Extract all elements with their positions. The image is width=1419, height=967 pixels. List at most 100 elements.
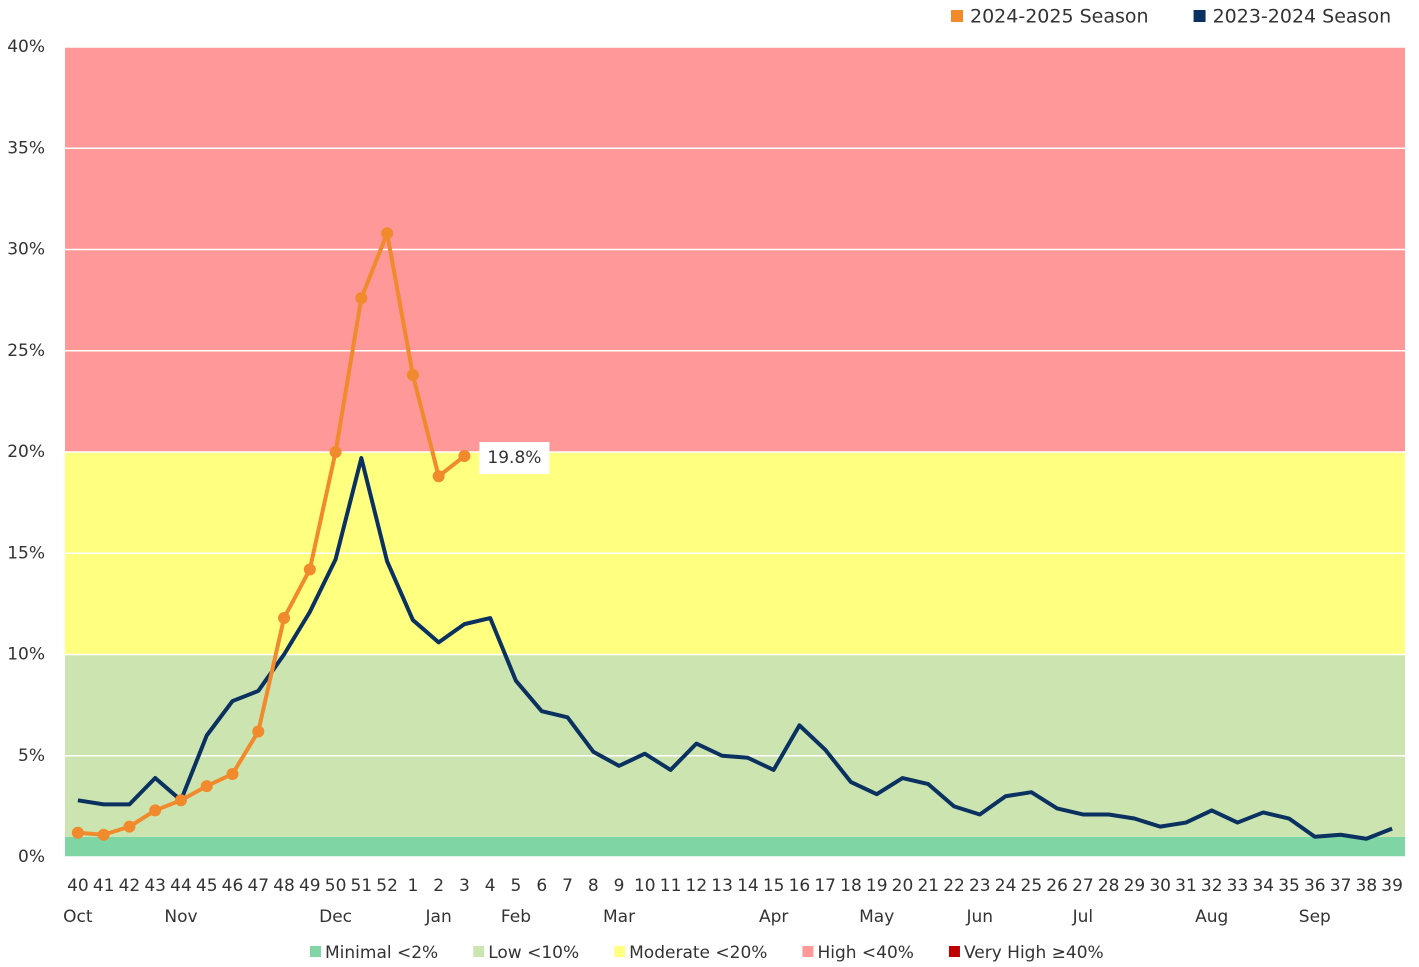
series-marker [200, 780, 213, 793]
series-marker [252, 725, 265, 738]
x-tick-label: 12 [686, 876, 708, 896]
series-marker [123, 820, 136, 833]
x-tick-label: 21 [917, 876, 939, 896]
zone-legend-swatch [614, 946, 626, 957]
series-marker [458, 450, 471, 463]
y-tick-label: 30% [7, 240, 45, 260]
x-tick-label: 5 [511, 876, 522, 896]
legend-swatch [1193, 10, 1206, 22]
y-tick-label: 10% [7, 645, 45, 665]
x-tick-label: 13 [711, 876, 733, 896]
value-label-bg [479, 442, 550, 475]
x-tick-label: 22 [943, 876, 965, 896]
series-marker [406, 369, 419, 382]
zone-legend-swatch [802, 946, 814, 957]
month-label: Aug [1195, 907, 1228, 927]
zone-legend-text: Very High ≥40% [964, 943, 1104, 963]
x-tick-label: 44 [170, 876, 192, 896]
x-tick-label: 42 [119, 876, 141, 896]
series-marker [432, 470, 445, 483]
month-label: Apr [759, 907, 788, 927]
x-tick-label: 7 [562, 876, 573, 896]
x-tick-label: 46 [222, 876, 244, 896]
x-tick-label: 48 [273, 876, 295, 896]
series-marker [329, 446, 342, 458]
x-tick-label: 24 [995, 876, 1017, 896]
zone-legend-text: High <40% [817, 943, 914, 963]
x-tick-label: 16 [789, 876, 811, 896]
legend-swatch [951, 10, 963, 22]
month-label: Sep [1299, 907, 1331, 927]
x-tick-label: 47 [247, 876, 269, 896]
zone-legend-swatch [473, 946, 485, 957]
month-label: Dec [319, 907, 352, 927]
y-tick-label: 5% [18, 746, 45, 766]
x-tick-label: 1 [407, 876, 418, 896]
x-tick-label: 50 [325, 876, 347, 896]
zone-band [65, 836, 1405, 857]
x-tick-label: 15 [763, 876, 785, 896]
zone-legend-text: Low <10% [488, 943, 579, 963]
x-tick-label: 23 [969, 876, 991, 896]
x-tick-label: 40 [67, 876, 89, 896]
y-tick-label: 20% [7, 442, 45, 462]
y-tick-label: 15% [7, 543, 45, 563]
month-label: May [859, 907, 894, 927]
x-tick-label: 29 [1124, 876, 1146, 896]
x-tick-label: 51 [351, 876, 373, 896]
legend-text: 2024-2025 Season [970, 6, 1149, 28]
x-tick-label: 18 [840, 876, 862, 896]
series-marker [226, 767, 239, 780]
x-tick-label: 36 [1304, 876, 1326, 896]
x-tick-label: 20 [892, 876, 914, 896]
zone-legend-text: Minimal <2% [325, 943, 438, 963]
x-tick-label: 14 [737, 876, 759, 896]
zone-legend-text: Moderate <20% [629, 943, 767, 963]
zone-legend-swatch [310, 946, 321, 957]
month-label: Oct [63, 907, 93, 927]
y-tick-label: 25% [7, 341, 45, 361]
x-tick-label: 8 [588, 876, 599, 896]
x-tick-label: 37 [1330, 876, 1352, 896]
x-tick-label: 28 [1098, 876, 1120, 896]
x-tick-label: 11 [660, 876, 682, 896]
month-label: Nov [164, 907, 197, 927]
y-tick-label: 0% [18, 847, 45, 867]
month-label: Jun [966, 907, 994, 927]
series-marker [303, 563, 316, 576]
x-tick-label: 3 [459, 876, 470, 896]
value-label-group: 19.8% [479, 442, 550, 475]
x-tick-label: 26 [1046, 876, 1068, 896]
x-tick-label: 9 [614, 876, 625, 896]
value-label: 19.8% [487, 448, 541, 468]
x-tick-label: 32 [1201, 876, 1223, 896]
x-tick-label: 43 [144, 876, 166, 896]
x-tick-label: 27 [1072, 876, 1094, 896]
x-tick-label: 25 [1021, 876, 1043, 896]
x-tick-label: 52 [376, 876, 398, 896]
x-tick-label: 41 [93, 876, 115, 896]
y-tick-label: 40% [7, 37, 45, 57]
series-marker [149, 804, 162, 817]
x-tick-label: 49 [299, 876, 321, 896]
month-label: Feb [501, 907, 531, 927]
series-line [77, 456, 1393, 841]
zone-band [65, 654, 1405, 837]
y-tick-label: 35% [7, 138, 45, 158]
legend-text: 2023-2024 Season [1213, 6, 1392, 28]
x-tick-label: 31 [1175, 876, 1197, 896]
x-tick-label: 38 [1356, 876, 1378, 896]
series-line [77, 231, 466, 837]
zone-legend-swatch [948, 946, 960, 957]
series-marker [174, 794, 187, 807]
x-tick-label: 10 [634, 876, 656, 896]
series-marker [381, 227, 394, 240]
month-label: Jul [1072, 907, 1094, 927]
series-marker [97, 828, 110, 841]
x-tick-label: 39 [1381, 876, 1403, 896]
series-marker [278, 612, 291, 625]
x-tick-label: 17 [814, 876, 836, 896]
series-marker [355, 292, 368, 305]
x-tick-label: 34 [1252, 876, 1274, 896]
